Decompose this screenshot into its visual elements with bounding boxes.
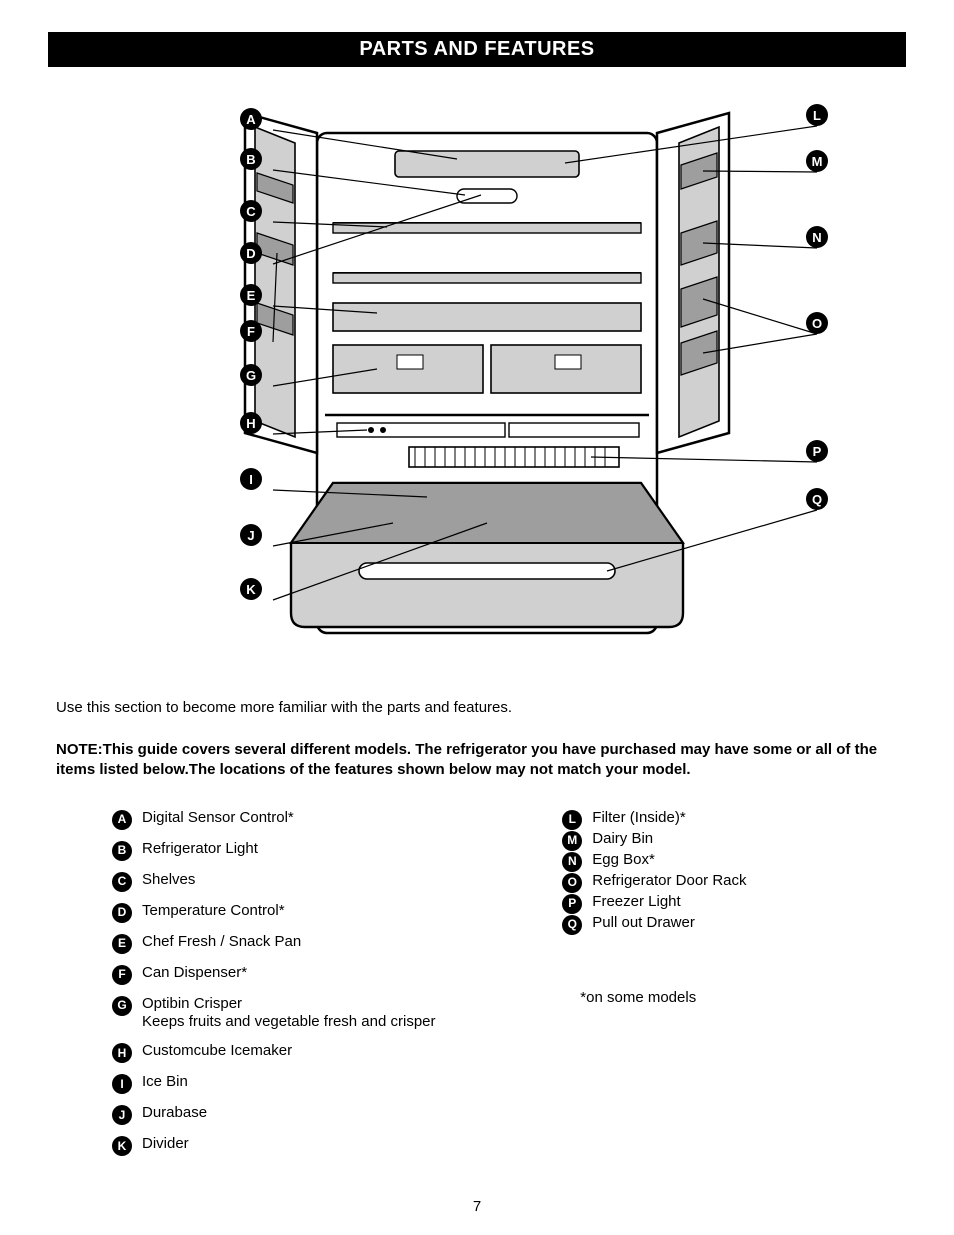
legend-item-e: E Chef Fresh / Snack Pan	[112, 933, 522, 954]
callout-p: P	[806, 440, 828, 462]
legend-label: Refrigerator Light	[142, 840, 258, 859]
legend-badge: P	[562, 894, 582, 914]
fridge-diagram: AB CDEFG H I J K L M N O P Q	[127, 103, 827, 663]
legend-item-d: D Temperature Control*	[112, 902, 522, 923]
legend-badge: H	[112, 1043, 132, 1063]
legend-item-f: F Can Dispenser*	[112, 964, 522, 985]
legend-badge: M	[562, 831, 582, 851]
legend-item-b: B Refrigerator Light	[112, 840, 522, 861]
note-text: NOTE:This guide covers several different…	[56, 740, 898, 781]
fridge-illustration	[127, 103, 827, 663]
callout-h: H	[240, 412, 262, 434]
legend-item-k: K Divider	[112, 1135, 522, 1156]
callout-o: O	[806, 312, 828, 334]
legend-badge: N	[562, 852, 582, 872]
legend-item-l: L Filter (Inside)*	[562, 809, 898, 830]
legend-badge: L	[562, 810, 582, 830]
legend-badge: O	[562, 873, 582, 893]
legend-label: Optibin CrisperKeeps fruits and vegetabl…	[142, 995, 436, 1033]
legend-badge: K	[112, 1136, 132, 1156]
legend-item-c: C Shelves	[112, 871, 522, 892]
legend-badge: F	[112, 965, 132, 985]
legend-label: Shelves	[142, 871, 195, 890]
legend-badge: J	[112, 1105, 132, 1125]
legend: A Digital Sensor Control* B Refrigerator Li…	[48, 809, 906, 1157]
legend-label: Refrigerator Door Rack	[592, 872, 746, 891]
legend-label: Filter (Inside)*	[592, 809, 685, 828]
legend-sublabel: Keeps fruits and vegetable fresh and cri…	[142, 1013, 436, 1032]
legend-label: Durabase	[142, 1104, 207, 1123]
legend-label: Egg Box*	[592, 851, 655, 870]
callout-c: C	[240, 200, 262, 222]
legend-label: Pull out Drawer	[592, 914, 695, 933]
callout-l: L	[806, 104, 828, 126]
callout-a: A	[240, 108, 262, 130]
callout-k: K	[240, 578, 262, 600]
callout-n: N	[806, 226, 828, 248]
legend-badge: B	[112, 841, 132, 861]
diagram-container: AB CDEFG H I J K L M N O P Q	[48, 103, 906, 663]
legend-badge: G	[112, 996, 132, 1016]
legend-item-p: P Freezer Light	[562, 893, 898, 914]
legend-label: Customcube Icemaker	[142, 1042, 292, 1061]
callout-j: J	[240, 524, 262, 546]
callout-d: D	[240, 242, 262, 264]
legend-item-m: M Dairy Bin	[562, 830, 898, 851]
legend-item-a: A Digital Sensor Control*	[112, 809, 522, 830]
legend-item-n: N Egg Box*	[562, 851, 898, 872]
legend-item-j: J Durabase	[112, 1104, 522, 1125]
page-number: 7	[0, 1198, 954, 1215]
legend-label: Dairy Bin	[592, 830, 653, 849]
callout-f: F	[240, 320, 262, 342]
footnote: *on some models	[580, 989, 898, 1006]
callout-b: B	[240, 148, 262, 170]
intro-text: Use this section to become more familiar…	[56, 699, 898, 716]
legend-item-h: H Customcube Icemaker	[112, 1042, 522, 1063]
legend-label: Digital Sensor Control*	[142, 809, 294, 828]
callout-e: E	[240, 284, 262, 306]
legend-label: Ice Bin	[142, 1073, 188, 1092]
legend-item-q: Q Pull out Drawer	[562, 914, 898, 935]
callout-i: I	[240, 468, 262, 490]
legend-item-i: I Ice Bin	[112, 1073, 522, 1094]
section-title: PARTS AND FEATURES	[48, 32, 906, 67]
legend-item-o: O Refrigerator Door Rack	[562, 872, 898, 893]
legend-label: Freezer Light	[592, 893, 680, 912]
callout-g: G	[240, 364, 262, 386]
legend-badge: Q	[562, 915, 582, 935]
legend-label: Can Dispenser*	[142, 964, 247, 983]
callout-q: Q	[806, 488, 828, 510]
legend-label: Temperature Control*	[142, 902, 285, 921]
legend-item-g: G Optibin CrisperKeeps fruits and vegetab…	[112, 995, 522, 1033]
legend-badge: A	[112, 810, 132, 830]
legend-left-column: A Digital Sensor Control* B Refrigerator Li…	[112, 809, 522, 1157]
legend-badge: D	[112, 903, 132, 923]
legend-badge: I	[112, 1074, 132, 1094]
callout-m: M	[806, 150, 828, 172]
legend-badge: E	[112, 934, 132, 954]
legend-label: Divider	[142, 1135, 189, 1154]
legend-label: Chef Fresh / Snack Pan	[142, 933, 301, 952]
legend-right-column: L Filter (Inside)* M Dairy Bin N Egg Box* O Ref…	[562, 809, 898, 1157]
legend-badge: C	[112, 872, 132, 892]
